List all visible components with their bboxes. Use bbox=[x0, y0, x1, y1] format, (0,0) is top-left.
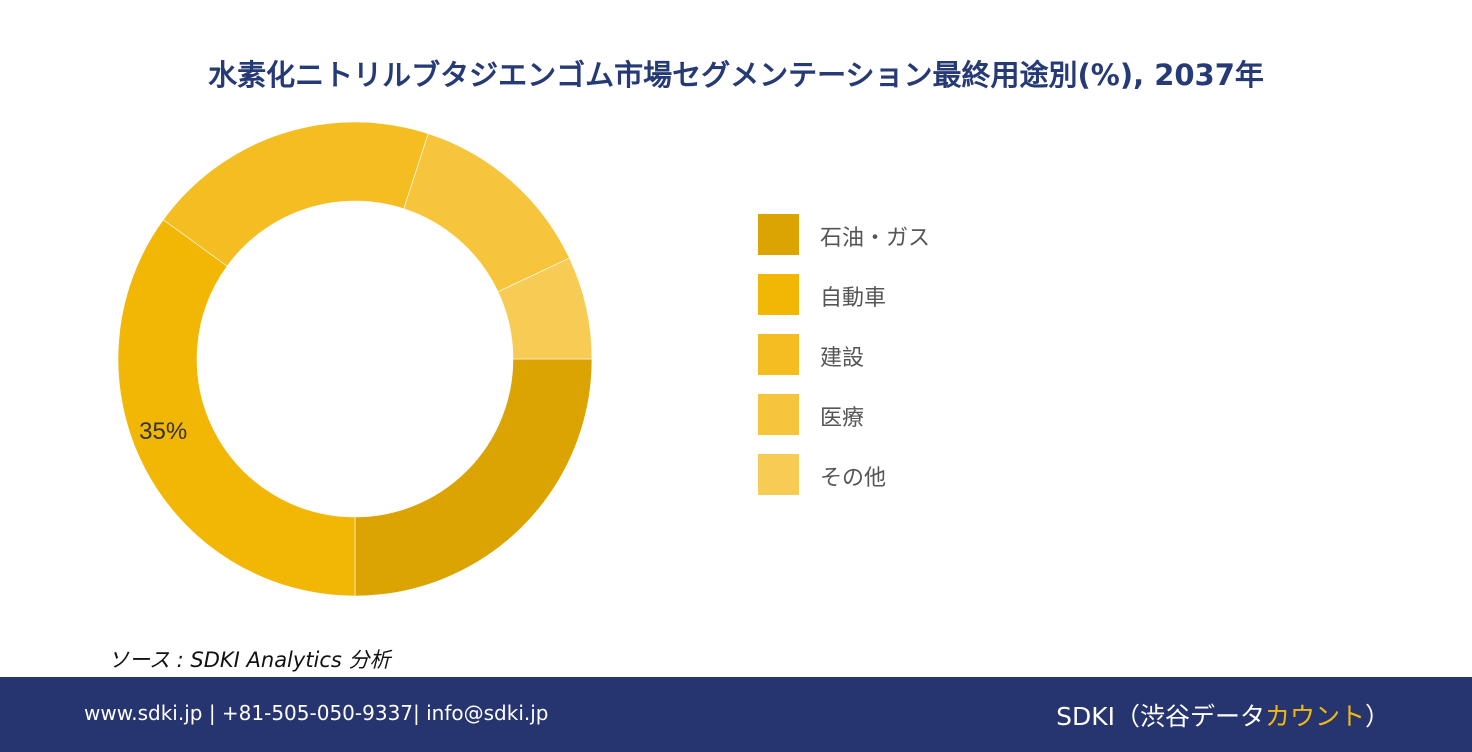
footer-contact: www.sdki.jp | +81-505-050-9337| info@sdk… bbox=[84, 701, 549, 725]
brand-suffix: ） bbox=[1364, 702, 1390, 731]
chart-title: 水素化ニトリルブタジエンゴム市場セグメンテーション最終用途別(%), 2037年 bbox=[208, 58, 1264, 92]
legend-swatch bbox=[758, 454, 799, 495]
legend-swatch bbox=[758, 394, 799, 435]
legend-swatch bbox=[758, 274, 799, 315]
donut-slice-1 bbox=[117, 219, 356, 597]
legend-swatch bbox=[758, 214, 799, 255]
donut-slice-3 bbox=[403, 133, 570, 293]
legend-label: その他 bbox=[820, 466, 887, 491]
donut-slice-2 bbox=[162, 121, 429, 267]
footer-bar: www.sdki.jp | +81-505-050-9337| info@sdk… bbox=[0, 677, 1472, 752]
footer-brand: SDKI（渋谷データカウント） bbox=[1056, 697, 1390, 733]
legend-label: 建設 bbox=[820, 346, 865, 371]
donut-slice-4 bbox=[497, 257, 593, 360]
legend-label: 自動車 bbox=[820, 286, 887, 311]
donut-chart: 35% bbox=[117, 121, 593, 597]
legend-label: 医療 bbox=[820, 406, 865, 431]
data-label-1: 35% bbox=[139, 418, 187, 445]
legend-label: 石油・ガス bbox=[820, 226, 931, 251]
legend-swatch bbox=[758, 334, 799, 375]
source-note: ソース : SDKI Analytics 分析 bbox=[108, 648, 391, 672]
brand-accent: カウント bbox=[1264, 702, 1365, 731]
brand-prefix: SDKI（渋谷データ bbox=[1056, 702, 1265, 731]
donut-slice-0 bbox=[354, 358, 593, 597]
